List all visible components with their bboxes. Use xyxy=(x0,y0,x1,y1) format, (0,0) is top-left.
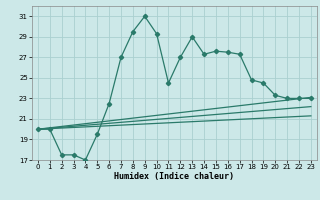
X-axis label: Humidex (Indice chaleur): Humidex (Indice chaleur) xyxy=(115,172,234,181)
